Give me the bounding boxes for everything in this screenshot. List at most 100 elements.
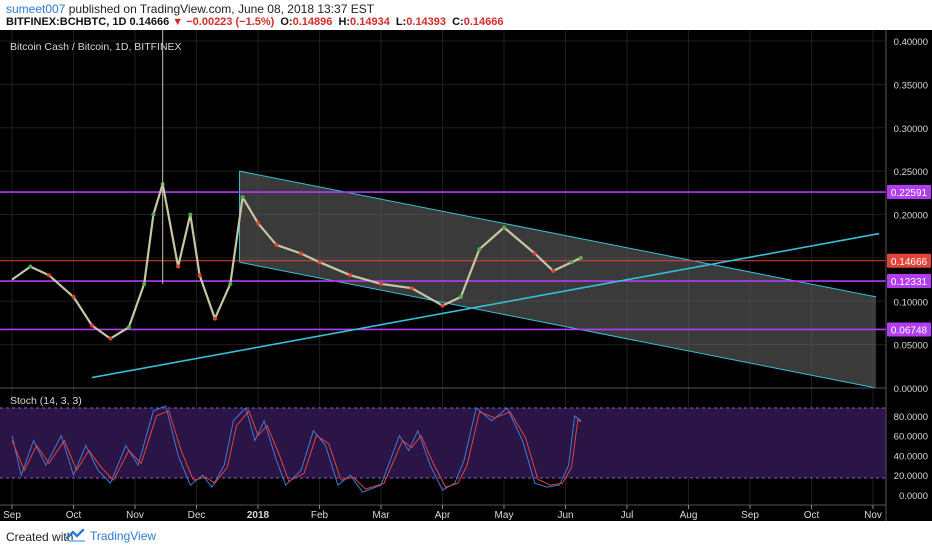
low-label: L:: [395, 16, 407, 28]
x-tick-label: Sep: [3, 510, 21, 521]
price-point: [379, 281, 383, 286]
price-point: [188, 212, 193, 217]
price-point: [440, 303, 445, 308]
level-tag-label: 0.22591: [891, 188, 928, 199]
y-axis-ticks: 0.400000.350000.300000.250000.200000.150…: [894, 37, 928, 395]
level-tag: [887, 253, 931, 268]
x-axis-ticks[interactable]: Sep Oct Nov Dec 2018 Feb Mar Apr May Jun Jul Aug Sep…: [3, 505, 882, 521]
x-tick-label: Jun: [557, 510, 573, 521]
price-point: [176, 264, 181, 269]
stoch-y-tick-label: 60.0000: [894, 432, 928, 443]
price-point: [108, 336, 113, 341]
x-tick-label: Dec: [188, 510, 206, 521]
tradingview-logo-icon[interactable]: [66, 528, 88, 542]
price-point: [578, 255, 583, 260]
x-tick-label: Mar: [372, 510, 390, 521]
price-point: [46, 273, 51, 278]
x-tick-label: 2018: [247, 510, 270, 521]
stoch-y-tick-label: 20.0000: [894, 471, 928, 482]
price-point: [458, 294, 463, 299]
level-tag: [887, 322, 931, 337]
x-tick-label: Nov: [864, 510, 882, 521]
price-point: [299, 251, 304, 256]
price-point: [502, 225, 506, 230]
level-tag: [887, 185, 931, 200]
open-value: 0.14896: [292, 16, 333, 28]
price-point: [569, 260, 574, 265]
low-value: 0.14393: [406, 16, 447, 28]
x-tick-label: Oct: [804, 510, 820, 521]
stoch-d-line: [11, 409, 582, 490]
footer: Created with TradingView: [0, 521, 932, 550]
horizontal-levels[interactable]: [0, 191, 886, 331]
high-label: H:: [338, 16, 351, 28]
price-point: [532, 251, 537, 256]
price-point: [256, 221, 260, 226]
x-tick-label: Aug: [680, 510, 698, 521]
price-point: [240, 195, 245, 200]
channel-lower-line: [239, 261, 877, 389]
price-point: [212, 316, 217, 321]
level-tag-label: 0.12331: [891, 277, 928, 288]
price-point: [317, 260, 322, 265]
close-value: 0.14666: [463, 16, 504, 28]
level-tag-label: 0.06748: [891, 325, 928, 336]
price-point: [228, 281, 233, 286]
price-point: [142, 281, 147, 286]
y-tick-label: 0.40000: [894, 37, 928, 48]
price-point: [71, 294, 76, 299]
price-point: [89, 323, 94, 328]
main-chart-title: Bitcoin Cash / Bitcoin, 1D, BITFINEX: [10, 41, 182, 53]
published-text: published on TradingView.com, June 08, 2…: [68, 2, 375, 16]
x-tick-label: Sep: [741, 510, 759, 521]
y-tick-label: 0.10000: [894, 297, 928, 308]
price-point: [274, 242, 279, 247]
level-price-tags: 0.22591 0.14666 0.12331 0.06748: [887, 185, 931, 337]
stoch-series: [11, 405, 582, 493]
trendline[interactable]: [91, 232, 880, 379]
stoch-band: [0, 408, 886, 478]
stoch-y-tick-label: 40.0000: [894, 451, 928, 462]
price-point: [126, 325, 131, 330]
stoch-y-tick-label: 0.0000: [899, 491, 928, 502]
x-tick-label: Nov: [126, 510, 144, 521]
ohlc-line: BITFINEX:BCHBTC, 1D 0.14666 ▼ −0.00223 (…: [6, 16, 503, 28]
publish-line: sumeet007 published on TradingView.com, …: [6, 2, 374, 16]
x-tick-label: Jul: [621, 510, 634, 521]
price-series: [11, 28, 583, 341]
stoch-y-tick-label: 80.0000: [894, 412, 928, 423]
y-tick-label: 0.30000: [894, 124, 928, 135]
x-tick-label: Feb: [311, 510, 329, 521]
y-tick-label: 0.00000: [894, 384, 928, 395]
y-tick-label: 0.35000: [894, 80, 928, 91]
price-point: [151, 212, 156, 217]
price-point: [197, 273, 202, 278]
level-tag: [887, 274, 931, 289]
y-tick-label: 0.25000: [894, 167, 928, 178]
channel-fill: [239, 171, 877, 388]
price-point: [409, 286, 414, 291]
price-point: [348, 273, 353, 278]
down-arrow-icon: ▼: [172, 16, 184, 28]
price-change: −0.00223 (−1.5%): [186, 16, 275, 28]
stoch-y-axis-ticks: 80.0000 60.0000 40.0000 20.0000 0.0000: [894, 412, 928, 502]
created-with-text: Created with: [6, 530, 74, 544]
stoch-k-line: [11, 405, 582, 493]
price-point: [477, 247, 482, 252]
y-tick-label: 0.20000: [894, 211, 928, 222]
x-tick-label: Apr: [435, 510, 451, 521]
symbol-label: BITFINEX:BCHBTC, 1D: [6, 16, 127, 28]
price-point: [28, 264, 33, 269]
x-tick-label: Oct: [66, 510, 82, 521]
price-point: [551, 268, 556, 273]
descending-channel[interactable]: [239, 170, 877, 389]
y-tick-label: 0.05000: [894, 341, 928, 352]
x-tick-label: May: [495, 510, 514, 521]
author-link[interactable]: sumeet007: [6, 2, 66, 16]
chart-area[interactable]: Bitcoin Cash / Bitcoin, 1D, BITFINEX Sto…: [0, 28, 932, 521]
close-label: C:: [452, 16, 464, 28]
open-label: O:: [280, 16, 293, 28]
ascending-trendline: [91, 232, 880, 379]
tradingview-brand-link[interactable]: TradingView: [90, 529, 157, 543]
price-chart-svg[interactable]: Bitcoin Cash / Bitcoin, 1D, BITFINEX Sto…: [0, 28, 932, 521]
